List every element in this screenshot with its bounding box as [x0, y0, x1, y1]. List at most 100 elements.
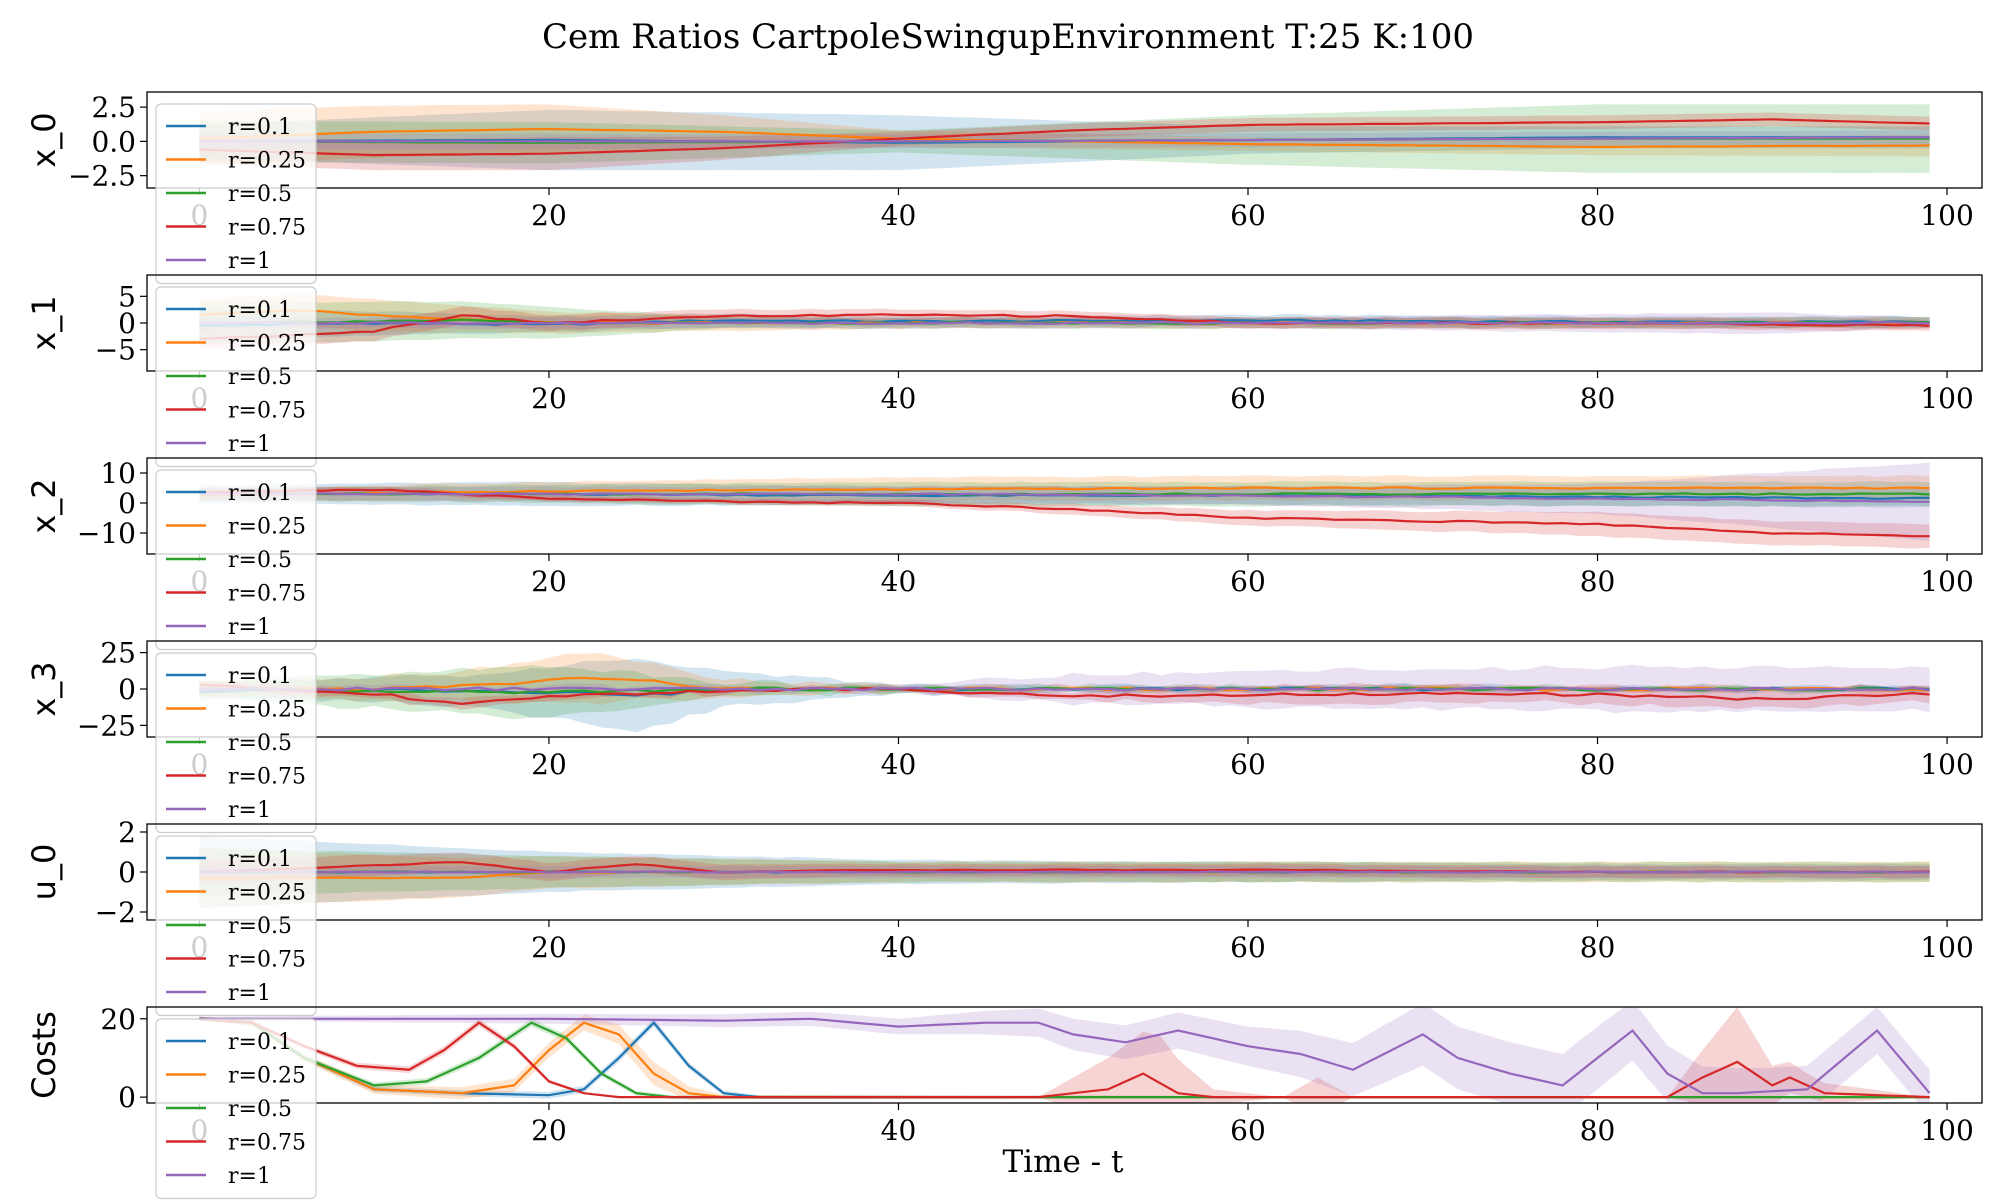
legend-entry-r=0.1: r=0.1 [228, 847, 292, 872]
y-tick-label: −5 [95, 334, 136, 367]
legend-entry-r=0.75: r=0.75 [228, 1131, 306, 1156]
legend-entry-r=0.5: r=0.5 [228, 548, 292, 573]
series-line-r=1 [199, 870, 1930, 874]
legend-entry-r=0.1: r=0.1 [228, 664, 292, 689]
legend-x_2: r=0.1 r=0.25 r=0.5 r=0.75 r=1 [155, 469, 317, 651]
band-r=0.1 [199, 309, 1930, 342]
band-r=0.75 [199, 112, 1930, 171]
panel-1: 02040608010050−5x_1r=0.1r=0.25r=0.5r=0.7… [25, 274, 1983, 468]
bands-x_3 [199, 653, 1930, 733]
band-r=0.75 [199, 1007, 1930, 1103]
x-tick-label: 20 [531, 199, 567, 232]
series-line-r=0.75 [199, 683, 1930, 706]
legend-entry-r=0.5: r=0.5 [228, 1097, 292, 1122]
lines-x_1 [199, 309, 1930, 341]
y-tick-label: −2 [95, 896, 136, 929]
x-tick-label: 40 [881, 931, 917, 964]
legend-box [155, 286, 317, 468]
x-tick-label: 40 [881, 748, 917, 781]
legend-entry-r=0.1: r=0.1 [228, 115, 292, 140]
legend-box [155, 835, 317, 1017]
x-tick-label: 60 [1230, 748, 1266, 781]
series-line-r=0.75 [199, 488, 1930, 538]
plot-frame-x_0 [146, 91, 1983, 189]
legend-x_1: r=0.1 r=0.25 r=0.5 r=0.75 r=1 [155, 286, 317, 468]
x-axis-label: Time - t [1003, 1144, 1125, 1180]
legend-entry-r=0.25: r=0.25 [228, 698, 306, 723]
x-tick-label: 40 [881, 1114, 917, 1147]
panel-2: 020406080100100−10x_2r=0.1r=0.25r=0.5r=0… [25, 457, 1983, 651]
x-tick-label: 100 [1920, 748, 1973, 781]
x-tick-label: 40 [881, 199, 917, 232]
x-tick-label: 80 [1580, 931, 1616, 964]
y-tick-label: 0 [118, 487, 136, 520]
y-tick-label: 2.5 [91, 91, 136, 124]
band-r=1 [199, 1007, 1930, 1103]
x-tick-label: 60 [1230, 199, 1266, 232]
y-axis-label-u_0: u_0 [25, 844, 63, 901]
panel-0: 0204060801002.50.0−2.5x_0r=0.1r=0.25r=0.… [25, 91, 1983, 285]
y-tick-label: −10 [77, 517, 136, 550]
band-r=0.25 [199, 653, 1930, 705]
series-line-r=1 [199, 1017, 1931, 1095]
y-tick-label: 5 [118, 280, 136, 313]
series-line-r=0.25 [199, 486, 1930, 497]
x-tick-label: 60 [1230, 931, 1266, 964]
x-tick-label: 40 [881, 382, 917, 415]
plot-frame-x_2 [146, 457, 1983, 555]
x-tick-label: 80 [1580, 199, 1616, 232]
lines-x_0 [199, 118, 1930, 157]
legend-box [155, 652, 317, 834]
band-r=0.5 [199, 104, 1930, 174]
bands-x_2 [199, 462, 1930, 549]
legend-entry-r=0.75: r=0.75 [228, 399, 306, 424]
lines-x_2 [199, 486, 1930, 538]
legend-entry-r=0.75: r=0.75 [228, 765, 306, 790]
x-tick-label: 60 [1230, 565, 1266, 598]
x-tick-label: 20 [531, 565, 567, 598]
legend-entry-r=0.75: r=0.75 [228, 948, 306, 973]
x-tick-label: 20 [531, 382, 567, 415]
panel-5: 020406080100200Costsr=0.1r=0.25r=0.5r=0.… [25, 1003, 1983, 1200]
legend-entry-r=0.5: r=0.5 [228, 914, 292, 939]
legend-entry-r=1: r=1 [228, 1164, 271, 1189]
x-tick-label: 100 [1920, 1114, 1973, 1147]
x-tick-label: 80 [1580, 1114, 1616, 1147]
y-axis-label-x_2: x_2 [25, 478, 63, 533]
legend-entry-r=0.5: r=0.5 [228, 182, 292, 207]
band-r=0.75 [199, 852, 1930, 884]
x-tick-label: 100 [1920, 565, 1973, 598]
legend-entry-r=0.1: r=0.1 [228, 1030, 292, 1055]
lines-x_3 [199, 676, 1930, 706]
legend-entry-r=0.25: r=0.25 [228, 332, 306, 357]
y-axis-label-x_3: x_3 [25, 661, 63, 716]
y-tick-label: 0 [118, 307, 136, 340]
chart-title: Cem Ratios CartpoleSwingupEnvironment T:… [542, 17, 1474, 57]
panel-3: 020406080100250−25x_3r=0.1r=0.25r=0.5r=0… [25, 637, 1983, 834]
band-r=0.25 [199, 848, 1930, 908]
y-axis-label-x_1: x_1 [25, 295, 63, 350]
legend-Costs: r=0.1 r=0.25 r=0.5 r=0.75 r=1 [155, 1018, 317, 1200]
legend-entry-r=0.1: r=0.1 [228, 298, 292, 323]
series-line-r=0.75 [199, 118, 1930, 157]
x-tick-label: 20 [531, 931, 567, 964]
y-tick-label: −25 [77, 709, 136, 742]
legend-x_3: r=0.1 r=0.25 r=0.5 r=0.75 r=1 [155, 652, 317, 834]
y-axis-label-x_0: x_0 [25, 112, 63, 167]
y-tick-label: 0 [118, 1081, 136, 1114]
x-tick-label: 60 [1230, 1114, 1266, 1147]
lines-u_0 [199, 861, 1930, 880]
y-tick-label: 0.0 [91, 125, 136, 158]
y-axis-label-Costs: Costs [25, 1011, 63, 1099]
legend-box [155, 103, 317, 285]
y-tick-label: 0 [118, 673, 136, 706]
x-tick-label: 20 [531, 1114, 567, 1147]
panel-4: 02040608010020−2u_0r=0.1r=0.25r=0.5r=0.7… [25, 816, 1983, 1017]
series-line-r=1 [199, 136, 1930, 143]
legend-entry-r=1: r=1 [228, 432, 271, 457]
series-line-r=1 [199, 492, 1930, 503]
legend-entry-r=0.75: r=0.75 [228, 582, 306, 607]
legend-u_0: r=0.1 r=0.25 r=0.5 r=0.75 r=1 [155, 835, 317, 1017]
band-r=0.5 [199, 665, 1930, 720]
